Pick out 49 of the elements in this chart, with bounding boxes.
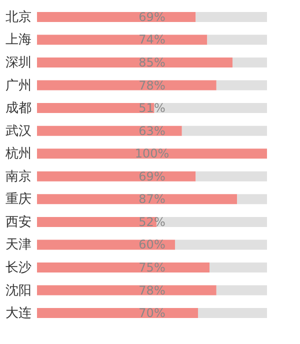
data-label: 85% <box>138 56 166 70</box>
bar <box>37 12 196 22</box>
data-label: 63% <box>138 124 166 138</box>
data-label: 69% <box>138 10 166 24</box>
bar <box>198 308 267 318</box>
bar <box>37 194 238 204</box>
y-tick-label: 西安 <box>6 214 32 230</box>
bar <box>196 171 267 182</box>
y-tick-label: 北京 <box>6 10 32 25</box>
bar <box>37 148 267 159</box>
y-tick-label: 长沙 <box>6 260 32 276</box>
bar <box>232 58 267 68</box>
y-tick-label: 沈阳 <box>6 283 32 298</box>
bar <box>37 34 208 45</box>
bar <box>210 262 267 272</box>
y-tick-label: 武汉 <box>6 124 32 139</box>
y-tick-label: 广州 <box>6 78 32 94</box>
bar <box>37 58 232 68</box>
bar <box>37 80 216 90</box>
y-tick-label: 上海 <box>6 32 32 48</box>
y-tick-label: 大连 <box>6 306 32 322</box>
bar <box>216 80 267 90</box>
bar <box>207 34 267 45</box>
data-label: 69% <box>138 169 166 184</box>
bar <box>37 126 182 136</box>
y-tick-label: 重庆 <box>6 192 32 208</box>
data-label: 100% <box>134 146 170 161</box>
y-tick-label: 深圳 <box>6 56 32 71</box>
bar <box>37 308 198 318</box>
data-label: 78% <box>138 283 166 298</box>
bar <box>175 240 267 250</box>
bar <box>237 194 267 204</box>
data-label: 60% <box>138 238 166 252</box>
y-tick-label: 南京 <box>6 169 32 184</box>
y-tick-label: 杭州 <box>4 146 32 162</box>
bar <box>216 285 267 296</box>
data-label: 70% <box>138 306 166 320</box>
data-label: 74% <box>138 32 166 47</box>
y-tick-label: 成都 <box>6 101 32 116</box>
data-label: 75% <box>138 260 166 274</box>
bar <box>37 285 216 296</box>
bar <box>37 240 175 250</box>
bar <box>37 171 196 182</box>
y-tick-label: 天津 <box>6 238 32 253</box>
bar <box>182 126 267 136</box>
data-label: 78% <box>138 78 166 92</box>
bar <box>196 12 267 22</box>
bar <box>37 262 210 272</box>
data-label: 87% <box>138 192 166 206</box>
